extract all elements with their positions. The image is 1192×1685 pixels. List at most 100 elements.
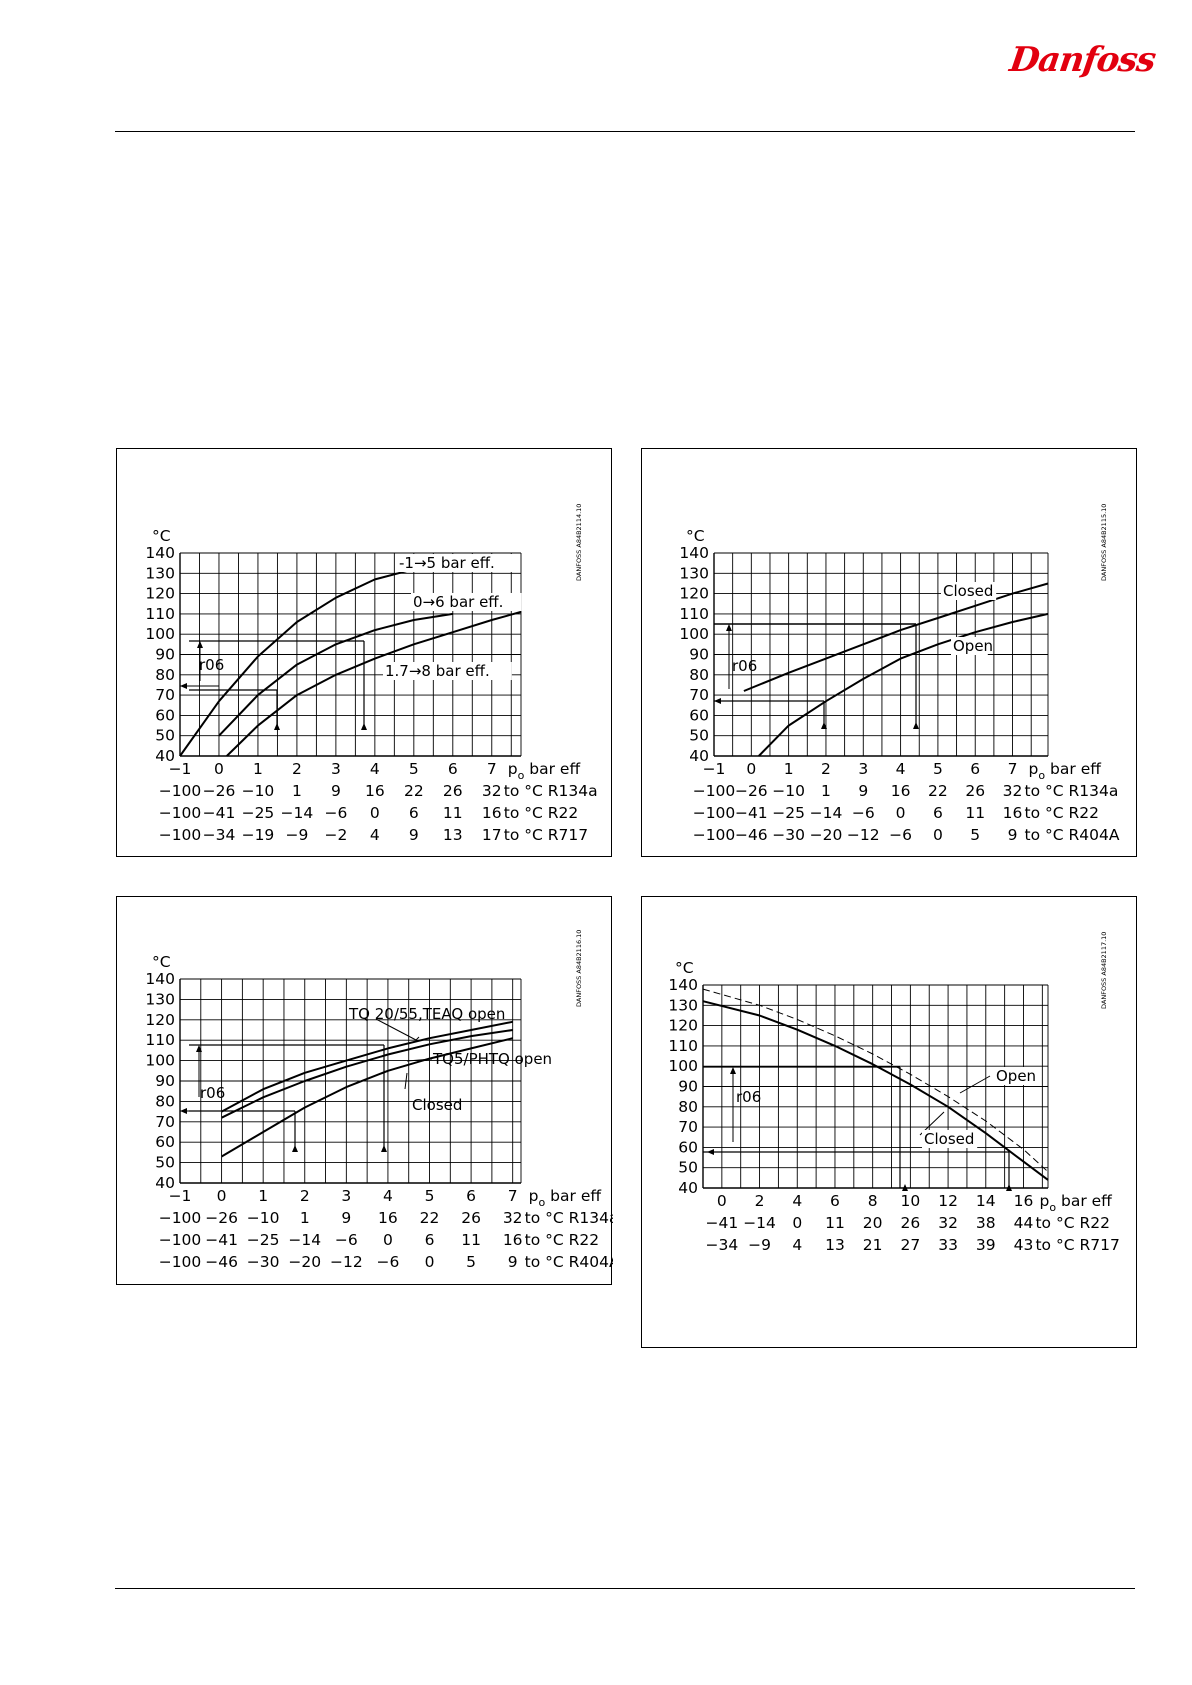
chart-2-y-tick-label: 50 [689,727,709,745]
chart-2-x-tick-label: 7 [1008,760,1018,778]
chart-3-scale-label: to °C R404A [525,1253,613,1271]
chart-1-scale-value: 4 [370,826,380,844]
chart-2-scale-label: to °C R22 [1025,804,1099,822]
chart-2-series-label: Closed [943,582,993,600]
chart-3-x-tick-label: 4 [383,1187,393,1205]
chart-2-scale-value: 9 [858,782,868,800]
chart-2-y-tick-label: 40 [689,747,709,765]
chart-2-scale-value: −14 [810,804,843,822]
chart-3-up-arrow-a [292,1145,298,1152]
chart-4-code: DANFOSS A84B2117.10 [1100,932,1108,1009]
chart-3-r06-label: r06 [200,1084,225,1102]
chart-1-grid [179,552,522,757]
chart-3-code: DANFOSS A84B2116.10 [575,930,583,1007]
chart-3-x-tick-label: 7 [508,1187,518,1205]
chart-1-r06-label: r06 [199,656,224,674]
chart-2-scale-value: −10 [772,782,805,800]
chart-1-scale-value: 6 [409,804,419,822]
chart-3-scale-value: −41 [205,1231,238,1249]
chart-1-scale-value: 13 [443,826,463,844]
chart-3-scale-value: 0 [383,1231,393,1249]
chart-3-y-tick-label: 110 [145,1031,175,1049]
chart-3-scale-value: 5 [466,1253,476,1271]
chart-1-scale-value: −100 [159,804,202,822]
chart-2-y-tick-label: 90 [689,646,709,664]
chart-3-x-tick-label: 1 [258,1187,268,1205]
chart-3-scale-value: −20 [288,1253,321,1271]
chart-1-scale-label: to °C R22 [504,804,578,822]
footer-rule [115,1588,1135,1589]
chart-4-curves [702,988,1049,1181]
chart-2-y-tick-label: 70 [689,686,709,704]
chart-3-label-closed: Closed [412,1096,462,1114]
chart-1-series-label-bg [411,593,522,611]
chart-4-x-tick-label: 4 [792,1192,802,1210]
chart-4-y-tick-label: 110 [668,1037,698,1055]
chart-4-r06-arrowhead [730,1067,736,1074]
chart-2-scale-value: 32 [1003,782,1023,800]
chart-1-scale-value: −100 [159,782,202,800]
chart-1-scale-value: 16 [482,804,502,822]
chart-3-scale-value: −12 [330,1253,363,1271]
chart-4-reading-lines [703,1066,1012,1191]
chart-4-scale-value: 33 [938,1236,958,1254]
chart-1-y-tick-label: 60 [155,706,175,724]
chart-4-series-label-bg [922,1130,978,1148]
chart-4-y-tick-label: 90 [678,1078,698,1096]
chart-3-x-tick-label: −1 [169,1187,192,1205]
chart-3-scale-value: −100 [159,1209,202,1227]
chart-3-x-tick-label: 0 [217,1187,227,1205]
chart-2-up-arrow-b [913,722,919,729]
chart-1-y-tick-label: 100 [145,625,175,643]
chart-3-x-tick-label: 6 [466,1187,476,1205]
chart-4-up-arrow-a [902,1184,908,1191]
chart-3-y-tick-label: 120 [145,1011,175,1029]
chart-1-x-tick-label: 1 [253,760,263,778]
chart-2-scale-value: 1 [821,782,831,800]
chart-4-scale-value: 0 [792,1214,802,1232]
chart-4-scale-value: 21 [863,1236,883,1254]
chart-4-series-1 [702,1000,1049,1181]
chart-4-y-tick-label: 50 [678,1159,698,1177]
chart-1-scale-value: −10 [242,782,275,800]
chart-2-y-tick-label: 80 [689,666,709,684]
chart-3-leader-teaq-tick [415,1036,420,1041]
chart-4-y-tick-label: 70 [678,1118,698,1136]
chart-1-x-tick-label: 0 [214,760,224,778]
chart-3-scale-value: 1 [300,1209,310,1227]
chart-2-r06-label: r06 [732,657,757,675]
chart-1-y-tick-label: 140 [145,544,175,562]
chart-1-y-tick-label: 110 [145,605,175,623]
chart-1-series-label: 0→6 bar eff. [413,593,503,611]
chart-2-reading-lines [714,623,919,729]
chart-3-scale-label: to °C R22 [525,1231,599,1249]
chart-1-scale-value: −25 [242,804,275,822]
chart-1-y-tick-label: 50 [155,727,175,745]
chart-4-x-tick-label: 8 [868,1192,878,1210]
chart-4-scale-value: 11 [825,1214,845,1232]
chart-2-x-tick-label: 6 [970,760,980,778]
chart-4-y-tick-label: 130 [668,996,698,1014]
chart-3-scale-value: −46 [205,1253,238,1271]
chart-1-series-label-bg [397,554,517,572]
chart-1-y-tick-label: 90 [155,646,175,664]
chart-1-x-tick-label: −1 [169,760,192,778]
chart-3-y-tick-label: 130 [145,990,175,1008]
chart-4-scale-value: 44 [1014,1214,1034,1232]
chart-2-up-arrow-a [821,722,827,729]
chart-4-x-tick-label: 2 [755,1192,765,1210]
chart-2-scale-value: −20 [810,826,843,844]
chart-3-y-unit: °C [152,953,171,971]
chart-4-scale-value: 13 [825,1236,845,1254]
chart-1-scale-value: −34 [203,826,236,844]
chart-3-leader-closed [404,1072,408,1090]
chart-3-series-1 [221,1020,513,1113]
chart-3-x-tick-label: 2 [300,1187,310,1205]
chart-2-scale-value: 16 [891,782,911,800]
chart-4-scale-value: 27 [901,1236,921,1254]
chart-1-x-tick-label: 4 [370,760,380,778]
chart-2-scale-value: −6 [889,826,912,844]
